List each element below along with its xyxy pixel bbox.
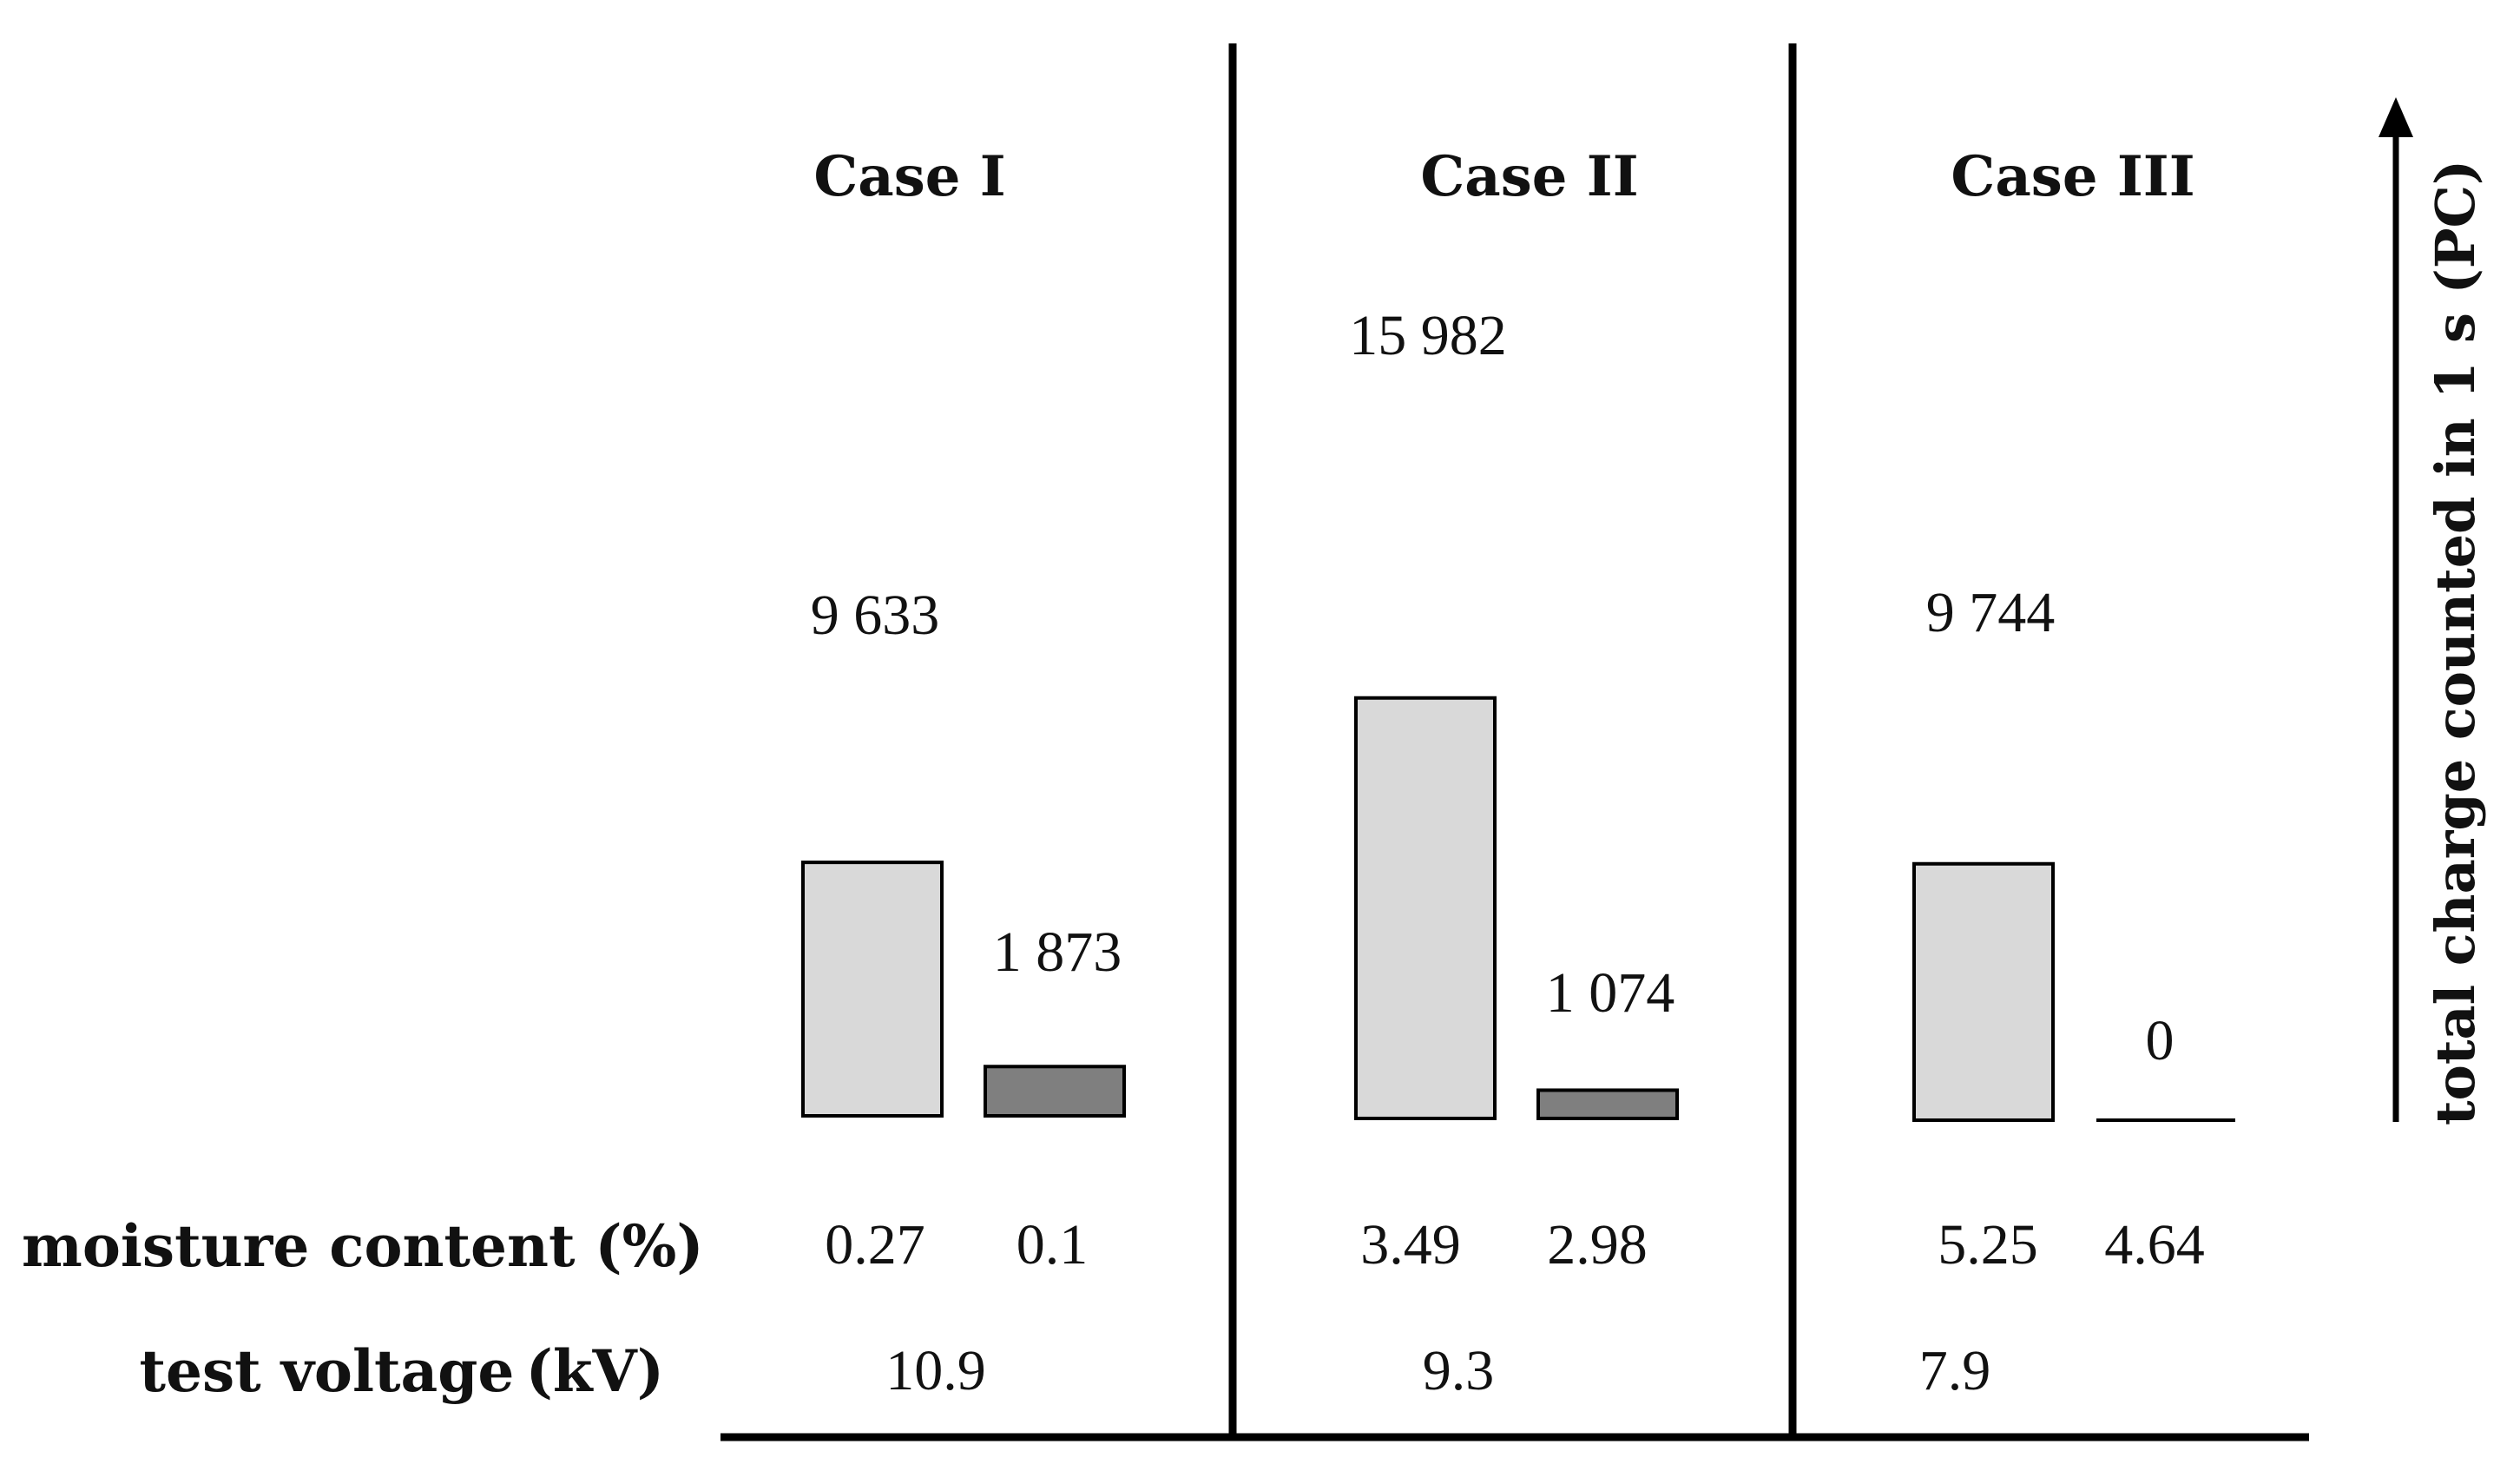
bar-before-case3 [1912,861,2055,1122]
voltage-case3: 7.9 [1919,1339,1991,1402]
voltage-row-label: test voltage (kV) [139,1337,664,1405]
moisture-case3-before: 5.25 [1938,1213,2038,1276]
bar-before-case1 [801,861,944,1118]
bar-before-case2 [1354,696,1497,1121]
case-title-1: Case I [813,144,1005,209]
voltage-case1: 10.9 [885,1339,986,1402]
y-axis-arrowhead [2379,97,2413,137]
bar-after-case1 [984,1065,1126,1118]
value-label-case2-after: 1 074 [1546,961,1675,1025]
moisture-case1-after: 0.1 [1017,1213,1089,1276]
moisture-case1-before: 0.27 [825,1213,925,1276]
value-label-case2-before: 15 982 [1349,304,1507,367]
bar-after-case2 [1536,1088,1679,1120]
moisture-case3-after: 4.64 [2104,1213,2205,1276]
value-label-case3-before: 9 744 [1926,581,2056,644]
case-title-3: Case III [1951,144,2194,209]
value-label-case1-after: 1 873 [993,920,1122,984]
value-label-case3-after: 0 [2146,1009,2175,1072]
moisture-case2-before: 3.49 [1360,1213,1461,1276]
moisture-case2-after: 2.98 [1547,1213,1648,1276]
case-title-2: Case II [1420,144,1638,209]
moisture-row-label: moisture content (%) [22,1212,704,1280]
voltage-case2: 9.3 [1423,1339,1495,1402]
y-axis-label: total charge counted in 1 s (PC) [2424,160,2487,1125]
bars-group [801,696,2235,1122]
value-label-case1-before: 9 633 [811,584,940,647]
